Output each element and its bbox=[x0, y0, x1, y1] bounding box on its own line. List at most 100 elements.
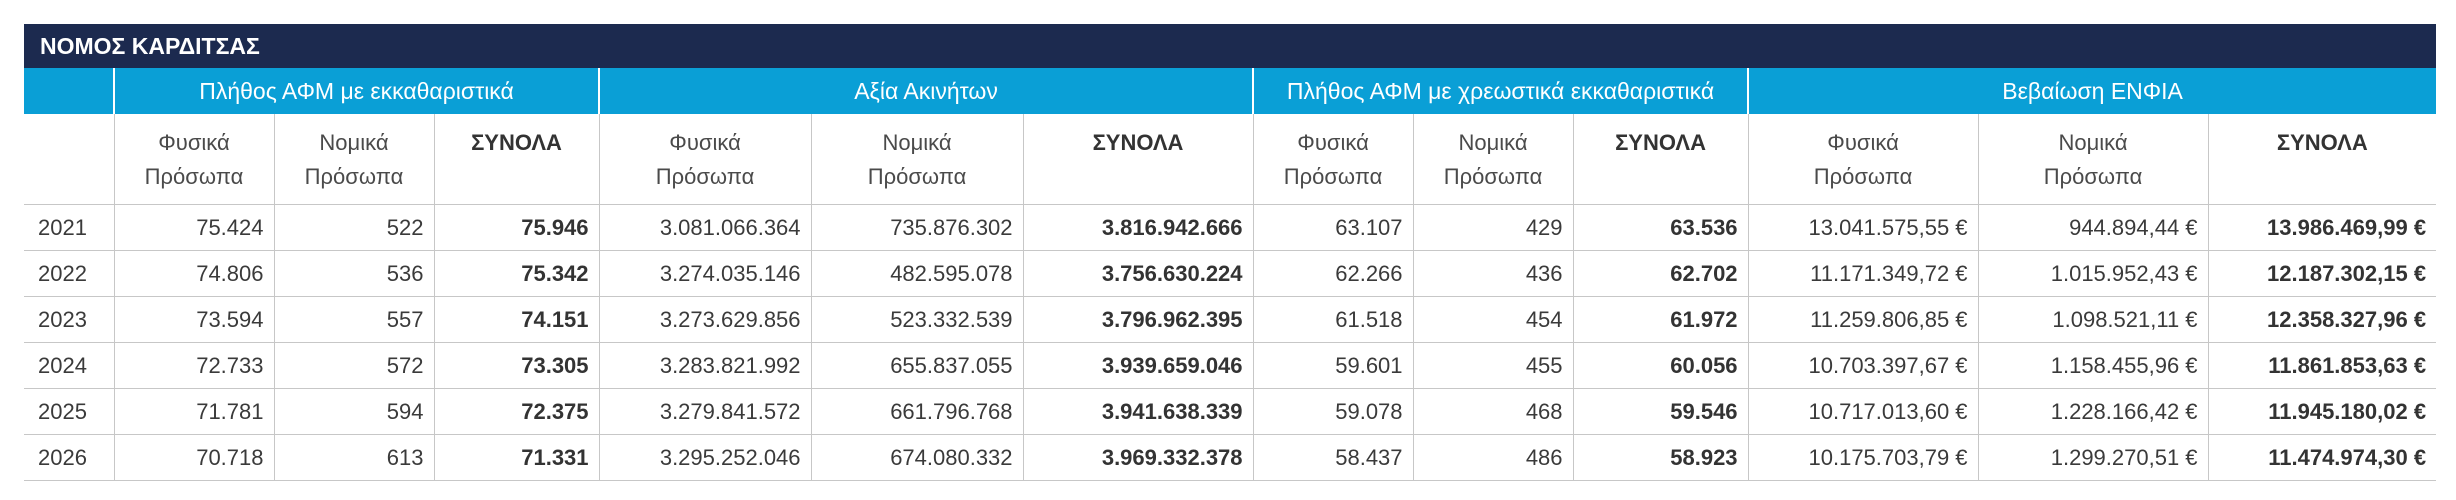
sub-header-legal-line2: Πρόσωπα bbox=[2043, 164, 2143, 189]
sub-header-natural: Φυσικά Πρόσωπα bbox=[598, 114, 812, 205]
value-cell: 735.876.302 bbox=[810, 204, 1024, 251]
sub-header-legal-line2: Πρόσωπα bbox=[304, 164, 404, 189]
value-cell: 58.437 bbox=[1252, 434, 1414, 481]
sub-header-natural: Φυσικά Πρόσωπα bbox=[1747, 114, 1979, 205]
sub-header-legal: Νομικά Πρόσωπα bbox=[273, 114, 434, 205]
sub-header-row: Φυσικά Πρόσωπα Νομικά Πρόσωπα ΣΥΝΟΛΑ Φυσικά Πρ… bbox=[24, 114, 2437, 205]
value-cell: 11.259.806,85 € bbox=[1747, 296, 1979, 343]
sub-header-total-label: ΣΥΝΟΛΑ bbox=[1615, 130, 1706, 155]
total-cell: 72.375 bbox=[433, 388, 600, 435]
total-cell: 3.969.332.378 bbox=[1022, 434, 1254, 481]
value-cell: 486 bbox=[1412, 434, 1574, 481]
total-cell: 75.946 bbox=[433, 204, 600, 251]
total-cell: 13.986.469,99 € bbox=[2207, 204, 2437, 251]
sub-header-total: ΣΥΝΟΛΑ bbox=[433, 114, 600, 205]
sub-header-natural-line2: Πρόσωπα bbox=[1283, 164, 1383, 189]
table-row: 2022 74.806 536 75.342 3.274.035.146 482.595.… bbox=[24, 250, 2437, 297]
group-header-row: Πλήθος ΑΦΜ με εκκαθαριστικά Αξία Ακινήτω… bbox=[24, 68, 2437, 114]
value-cell: 557 bbox=[273, 296, 434, 343]
value-cell: 72.733 bbox=[113, 342, 274, 389]
total-cell: 58.923 bbox=[1572, 434, 1749, 481]
value-cell: 522 bbox=[273, 204, 434, 251]
total-cell: 3.816.942.666 bbox=[1022, 204, 1254, 251]
value-cell: 536 bbox=[273, 250, 434, 297]
total-cell: 12.187.302,15 € bbox=[2207, 250, 2437, 297]
value-cell: 655.837.055 bbox=[810, 342, 1024, 389]
total-cell: 3.756.630.224 bbox=[1022, 250, 1254, 297]
value-cell: 613 bbox=[273, 434, 434, 481]
value-cell: 3.283.821.992 bbox=[598, 342, 812, 389]
year-cell: 2025 bbox=[24, 388, 114, 435]
group-header-empty bbox=[24, 68, 114, 114]
value-cell: 13.041.575,55 € bbox=[1747, 204, 1979, 251]
sub-header-natural-line2: Πρόσωπα bbox=[144, 164, 244, 189]
value-cell: 74.806 bbox=[113, 250, 274, 297]
data-table: Πλήθος ΑΦΜ με εκκαθαριστικά Αξία Ακινήτω… bbox=[24, 68, 2437, 481]
sub-header-natural-line2: Πρόσωπα bbox=[655, 164, 755, 189]
value-cell: 3.273.629.856 bbox=[598, 296, 812, 343]
total-cell: 3.941.638.339 bbox=[1022, 388, 1254, 435]
sub-header-legal-line1: Νομικά bbox=[2058, 130, 2128, 155]
total-cell: 11.474.974,30 € bbox=[2207, 434, 2437, 481]
value-cell: 429 bbox=[1412, 204, 1574, 251]
value-cell: 71.781 bbox=[113, 388, 274, 435]
sub-header-legal-line1: Νομικά bbox=[882, 130, 952, 155]
sub-header-natural: Φυσικά Πρόσωπα bbox=[1252, 114, 1414, 205]
sub-header-natural-line2: Πρόσωπα bbox=[1813, 164, 1913, 189]
value-cell: 10.175.703,79 € bbox=[1747, 434, 1979, 481]
value-cell: 674.080.332 bbox=[810, 434, 1024, 481]
value-cell: 10.703.397,67 € bbox=[1747, 342, 1979, 389]
value-cell: 572 bbox=[273, 342, 434, 389]
value-cell: 10.717.013,60 € bbox=[1747, 388, 1979, 435]
value-cell: 61.518 bbox=[1252, 296, 1414, 343]
total-cell: 11.945.180,02 € bbox=[2207, 388, 2437, 435]
sub-header-total-label: ΣΥΝΟΛΑ bbox=[1092, 130, 1184, 155]
value-cell: 3.274.035.146 bbox=[598, 250, 812, 297]
group-header-property-value: Αξία Ακινήτων bbox=[598, 68, 1254, 114]
total-cell: 3.796.962.395 bbox=[1022, 296, 1254, 343]
sub-header-legal: Νομικά Πρόσωπα bbox=[810, 114, 1024, 205]
total-cell: 59.546 bbox=[1572, 388, 1749, 435]
sub-header-legal-line1: Νομικά bbox=[319, 130, 389, 155]
value-cell: 1.098.521,11 € bbox=[1977, 296, 2209, 343]
value-cell: 59.078 bbox=[1252, 388, 1414, 435]
value-cell: 11.171.349,72 € bbox=[1747, 250, 1979, 297]
sub-header-natural-line1: Φυσικά bbox=[1827, 130, 1899, 155]
sub-header-legal: Νομικά Πρόσωπα bbox=[1412, 114, 1574, 205]
table-container: ΝΟΜΟΣ ΚΑΡΔΙΤΣΑΣ Πλήθος ΑΦΜ με εκκαθαριστ… bbox=[24, 24, 2437, 481]
value-cell: 59.601 bbox=[1252, 342, 1414, 389]
value-cell: 455 bbox=[1412, 342, 1574, 389]
table-row: 2021 75.424 522 75.946 3.081.066.364 735.876.… bbox=[24, 204, 2437, 251]
sub-header-total-label: ΣΥΝΟΛΑ bbox=[2276, 130, 2368, 155]
value-cell: 523.332.539 bbox=[810, 296, 1024, 343]
group-header-enfia: Βεβαίωση ΕΝΦΙΑ bbox=[1747, 68, 2437, 114]
table-title: ΝΟΜΟΣ ΚΑΡΔΙΤΣΑΣ bbox=[24, 24, 2436, 68]
year-cell: 2023 bbox=[24, 296, 114, 343]
value-cell: 70.718 bbox=[113, 434, 274, 481]
sub-header-legal-line2: Πρόσωπα bbox=[867, 164, 967, 189]
total-cell: 73.305 bbox=[433, 342, 600, 389]
value-cell: 436 bbox=[1412, 250, 1574, 297]
group-header-debit-notices: Πλήθος ΑΦΜ με χρεωστικά εκκαθαριστικά bbox=[1252, 68, 1749, 114]
table-row: 2026 70.718 613 71.331 3.295.252.046 674.080.… bbox=[24, 434, 2437, 481]
value-cell: 944.894,44 € bbox=[1977, 204, 2209, 251]
value-cell: 1.015.952,43 € bbox=[1977, 250, 2209, 297]
value-cell: 1.299.270,51 € bbox=[1977, 434, 2209, 481]
table-row: 2024 72.733 572 73.305 3.283.821.992 655.837.… bbox=[24, 342, 2437, 389]
total-cell: 74.151 bbox=[433, 296, 600, 343]
sub-header-natural-line1: Φυσικά bbox=[1297, 130, 1369, 155]
year-cell: 2021 bbox=[24, 204, 114, 251]
total-cell: 75.342 bbox=[433, 250, 600, 297]
table-body: 2021 75.424 522 75.946 3.081.066.364 735.876.… bbox=[24, 204, 2437, 481]
year-cell: 2026 bbox=[24, 434, 114, 481]
sub-header-total: ΣΥΝΟΛΑ bbox=[1022, 114, 1254, 205]
total-cell: 60.056 bbox=[1572, 342, 1749, 389]
sub-header-natural-line1: Φυσικά bbox=[158, 130, 230, 155]
table-row: 2023 73.594 557 74.151 3.273.629.856 523.332.… bbox=[24, 296, 2437, 343]
value-cell: 482.595.078 bbox=[810, 250, 1024, 297]
value-cell: 3.279.841.572 bbox=[598, 388, 812, 435]
sub-header-total: ΣΥΝΟΛΑ bbox=[2207, 114, 2437, 205]
value-cell: 594 bbox=[273, 388, 434, 435]
value-cell: 1.228.166,42 € bbox=[1977, 388, 2209, 435]
table-row: 2025 71.781 594 72.375 3.279.841.572 661.796.… bbox=[24, 388, 2437, 435]
